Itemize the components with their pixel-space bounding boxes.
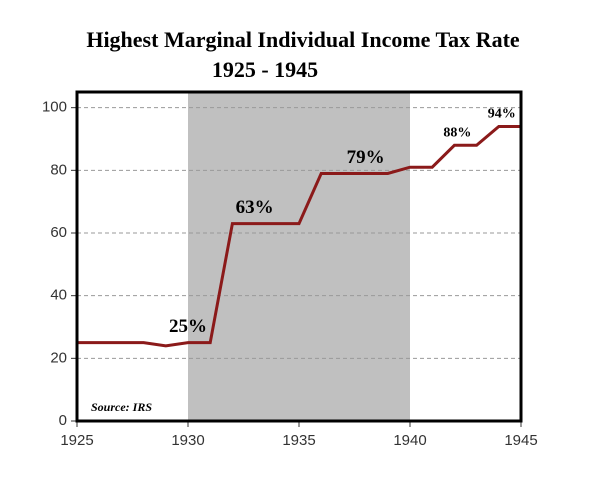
- y-tick-label: 40: [50, 287, 67, 304]
- value-label: 88%: [443, 125, 471, 140]
- value-label: 94%: [488, 107, 516, 122]
- x-tick-label: 1930: [171, 432, 204, 449]
- value-label: 63%: [236, 197, 274, 218]
- x-tick-label: 1935: [282, 432, 315, 449]
- x-tick-label: 1945: [504, 432, 537, 449]
- value-label: 79%: [347, 147, 385, 168]
- y-tick-label: 80: [50, 161, 67, 178]
- value-label: 25%: [169, 316, 207, 337]
- y-tick-label: 0: [59, 412, 67, 429]
- x-tick-label: 1940: [393, 432, 426, 449]
- x-tick-label: 1925: [60, 432, 93, 449]
- shaded-period: [188, 92, 410, 421]
- y-tick-label: 100: [42, 99, 67, 116]
- y-tick-label: 20: [50, 349, 67, 366]
- chart-title: Highest Marginal Individual Income Tax R…: [86, 27, 520, 52]
- source-note: Source: IRS: [91, 400, 152, 414]
- plot-frame: [75, 90, 523, 423]
- chart-subtitle: 1925 - 1945: [212, 57, 318, 82]
- data-line: [77, 124, 521, 348]
- y-tick-label: 60: [50, 224, 67, 241]
